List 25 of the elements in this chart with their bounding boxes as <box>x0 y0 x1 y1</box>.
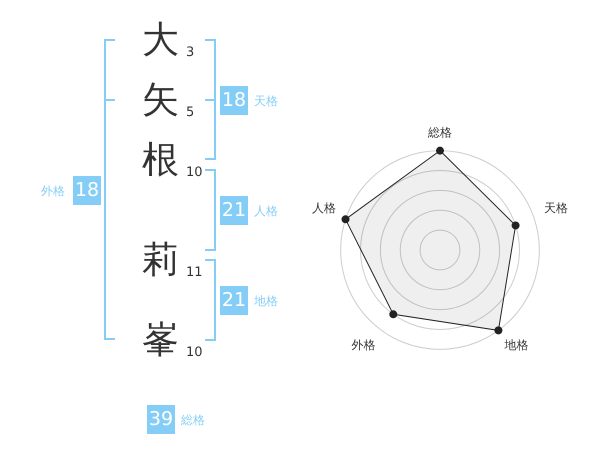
category-label: 天格 <box>254 94 278 108</box>
spoke-label: 外格 <box>352 338 376 352</box>
category-label: 矢 <box>142 78 179 121</box>
category-label: 地格 <box>254 294 278 308</box>
spoke-label: 総格 <box>427 126 452 140</box>
category-label: 人格 <box>254 204 278 218</box>
data-label: 10 <box>186 345 203 360</box>
data-label: 18 <box>73 176 101 205</box>
category-label: 根 <box>142 138 179 181</box>
category-label: 莉 <box>142 238 179 281</box>
data-label: 5 <box>186 105 194 120</box>
category-label: 峯 <box>142 318 179 361</box>
data-label: 11 <box>186 265 203 280</box>
category-label: 総格 <box>181 413 205 427</box>
spoke-label: 天格 <box>544 201 568 216</box>
spoke-label: 地格 <box>503 338 528 352</box>
data-label: 39 <box>147 405 175 434</box>
category-label: 外格 <box>41 184 65 198</box>
spoke-label: 人格 <box>312 201 336 216</box>
data-label: 10 <box>186 165 203 180</box>
category-label: 大 <box>142 18 179 61</box>
data-label: 21 <box>220 196 248 225</box>
data-label: 3 <box>186 45 194 60</box>
data-label: 21 <box>220 286 248 315</box>
data-label: 18 <box>220 86 248 115</box>
